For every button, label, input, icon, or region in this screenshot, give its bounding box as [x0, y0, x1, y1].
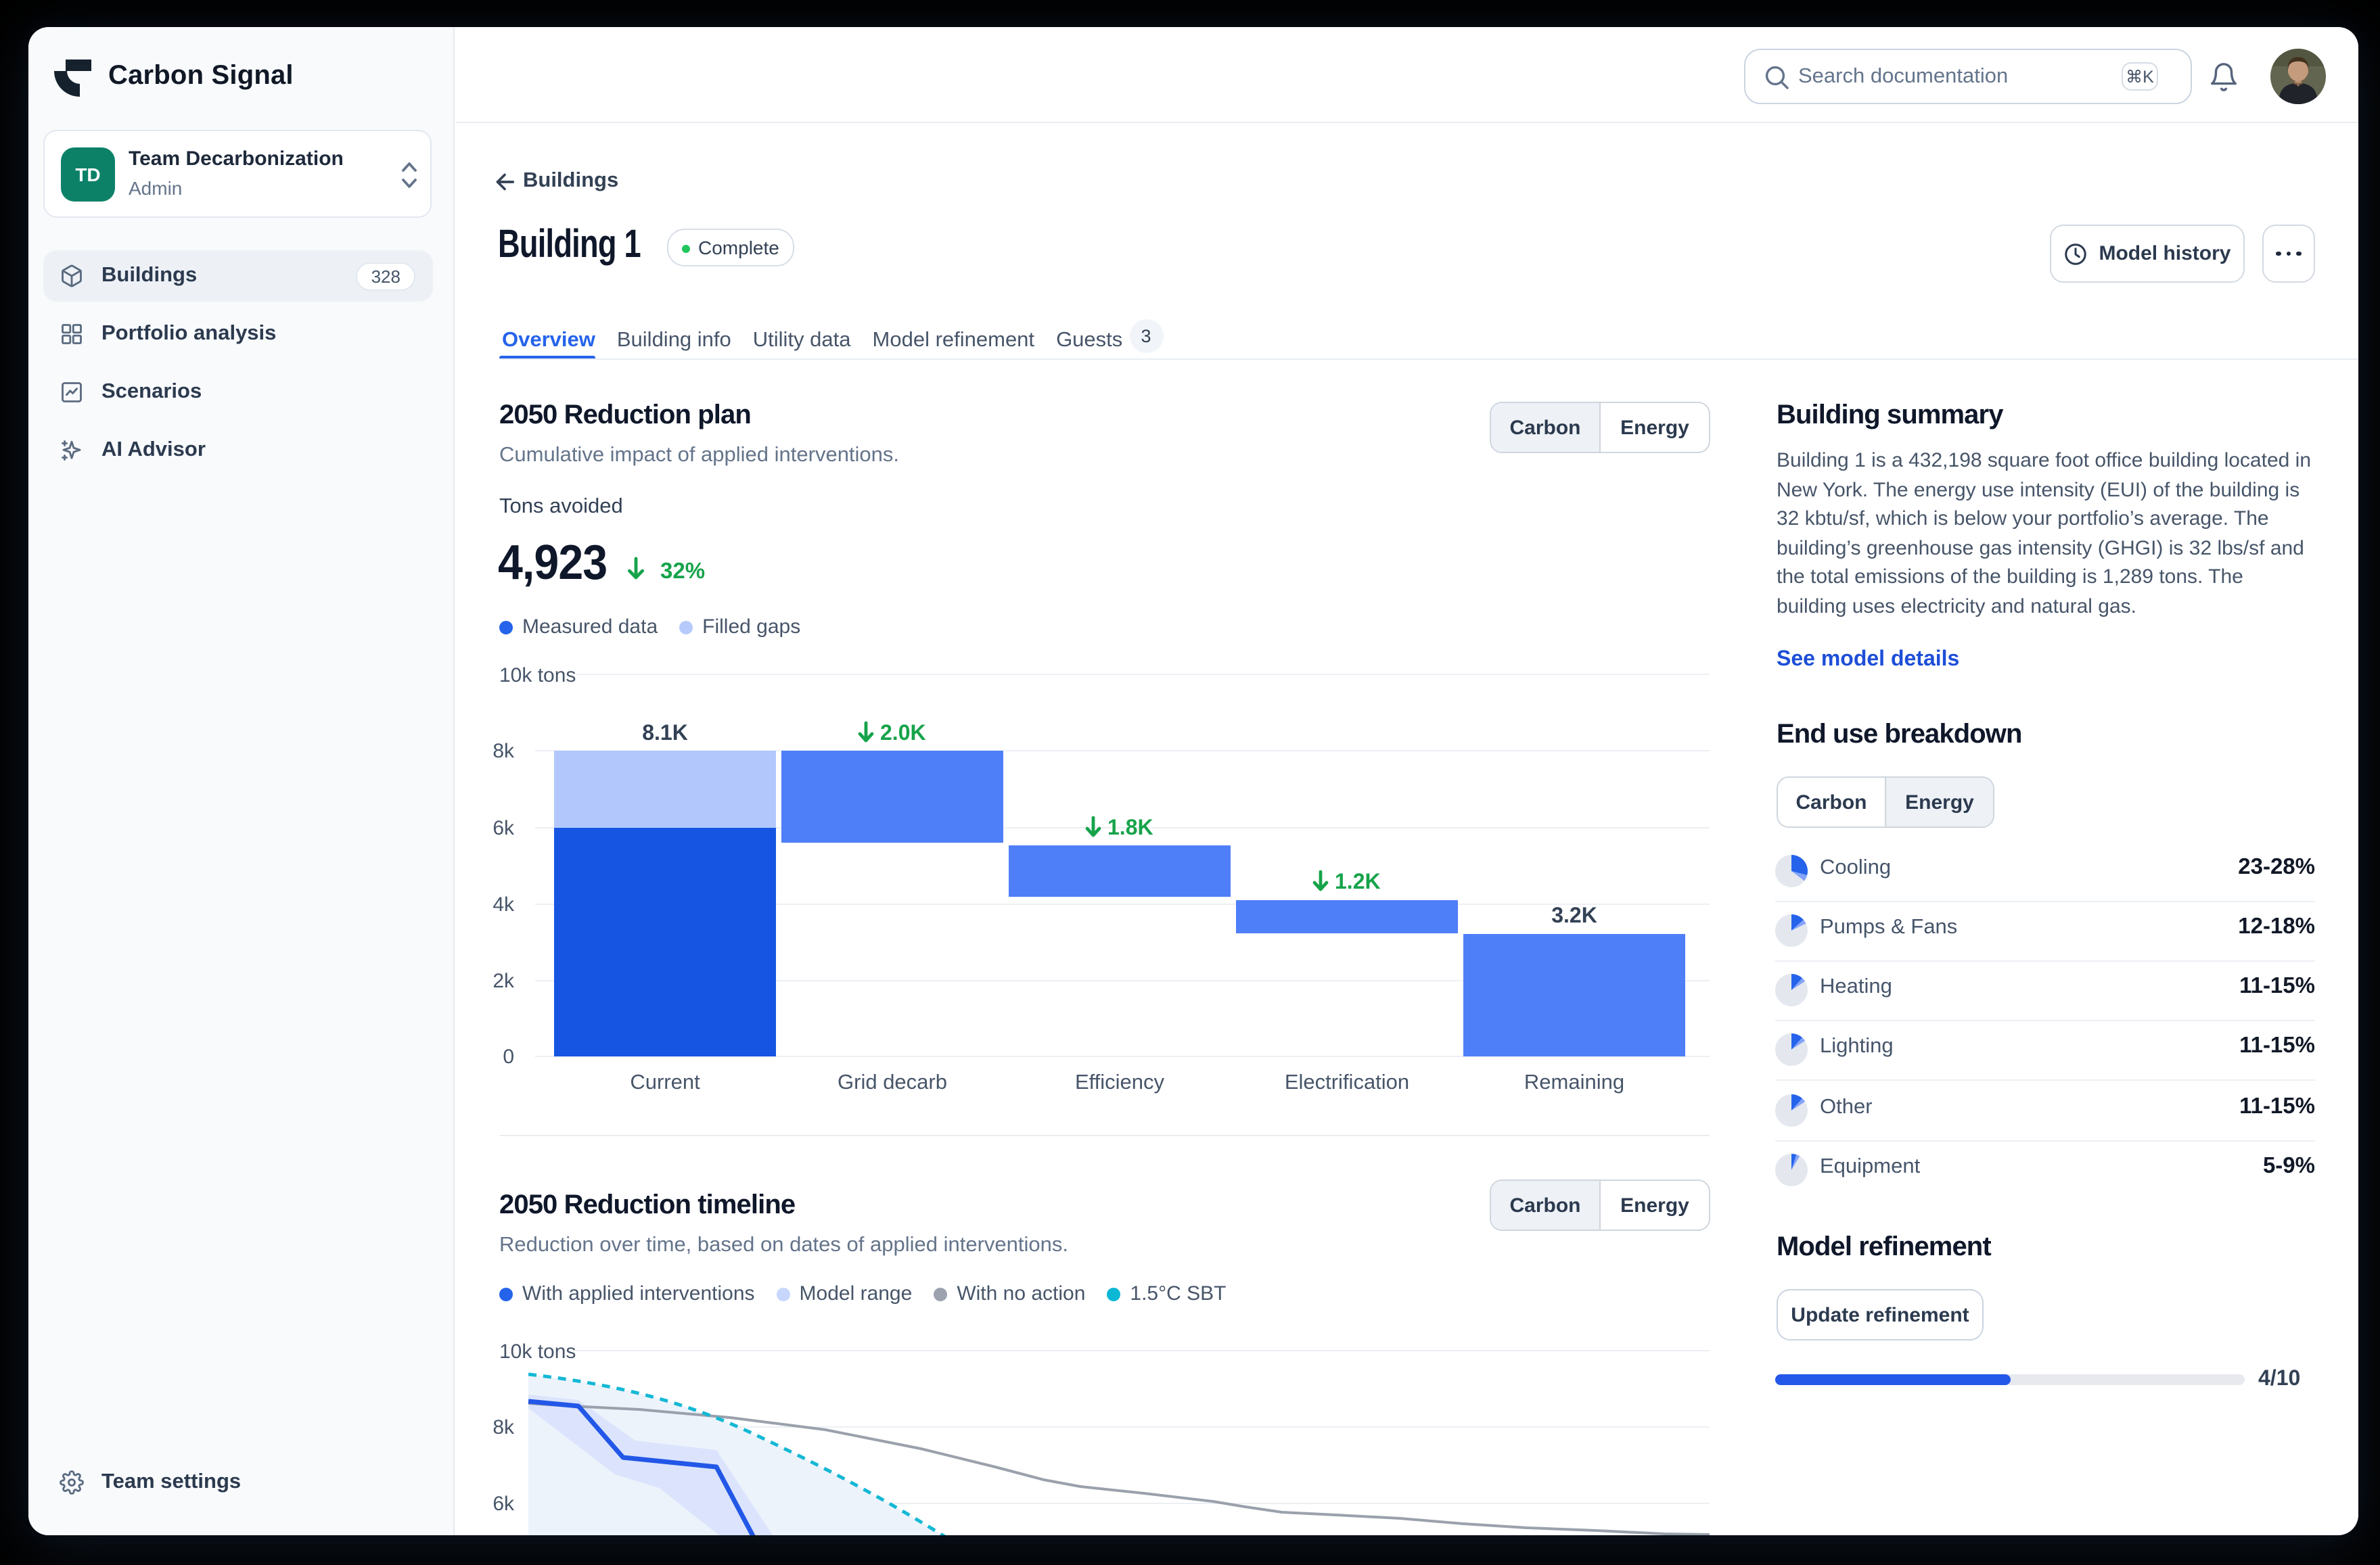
svg-text:2k: 2k	[493, 970, 515, 992]
svg-text:1.2K: 1.2K	[1335, 869, 1381, 893]
svg-text:1.8K: 1.8K	[1107, 815, 1153, 839]
svg-text:Efficiency: Efficiency	[1075, 1070, 1165, 1094]
svg-text:8.1K: 8.1K	[642, 720, 688, 745]
svg-text:2.0K: 2.0K	[880, 720, 926, 745]
svg-text:Grid decarb: Grid decarb	[838, 1070, 947, 1094]
svg-text:6k: 6k	[493, 1493, 515, 1515]
svg-text:3.2K: 3.2K	[1551, 903, 1597, 927]
svg-text:8k: 8k	[493, 740, 515, 762]
svg-text:10k tons: 10k tons	[499, 1340, 576, 1363]
svg-text:0: 0	[503, 1046, 514, 1068]
svg-text:4k: 4k	[493, 893, 515, 916]
svg-text:10k tons: 10k tons	[499, 664, 576, 686]
svg-text:Remaining: Remaining	[1524, 1070, 1624, 1094]
svg-text:Electrification: Electrification	[1285, 1070, 1409, 1094]
svg-text:Current: Current	[630, 1070, 700, 1094]
svg-text:32%: 32%	[660, 558, 705, 583]
svg-text:6k: 6k	[493, 817, 515, 839]
svg-text:8k: 8k	[493, 1416, 515, 1439]
